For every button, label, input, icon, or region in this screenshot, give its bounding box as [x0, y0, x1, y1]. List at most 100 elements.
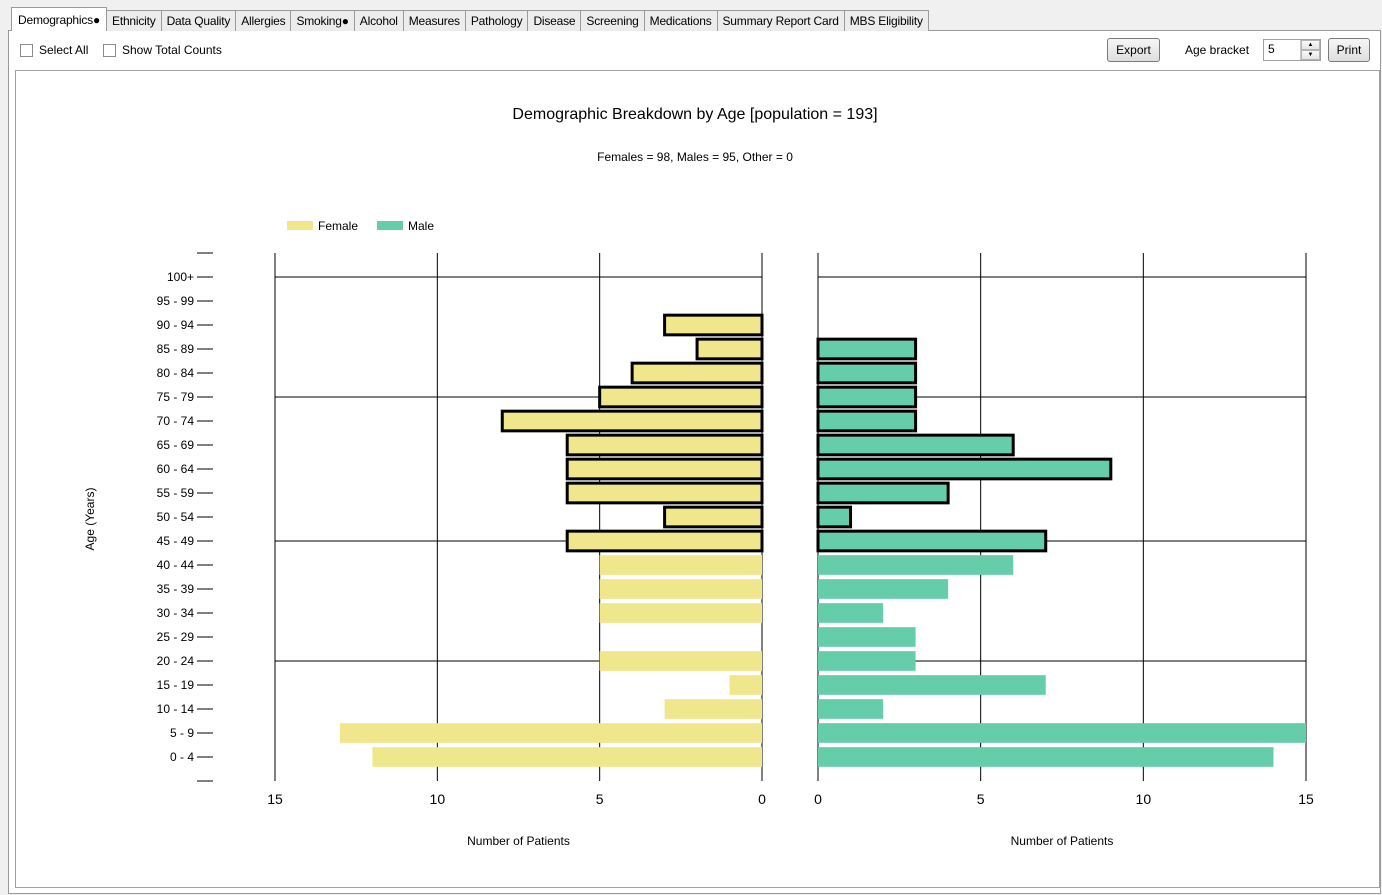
x-tick-label-right: 15 — [1298, 791, 1314, 807]
bar-male — [818, 699, 884, 719]
tab-medications[interactable]: Medications — [643, 10, 718, 31]
bar-female — [599, 555, 762, 575]
bar-male — [816, 433, 1015, 457]
y-tick-label: 0 - 4 — [170, 750, 194, 764]
bar-female — [500, 409, 764, 433]
bar-male — [816, 529, 1048, 553]
legend-swatch-female — [287, 221, 313, 230]
bar-male — [818, 555, 1014, 575]
y-tick-label: 70 - 74 — [157, 414, 195, 428]
chart-title: Demographic Breakdown by Age [population… — [512, 106, 877, 123]
tab-strip: Demographics● Ethnicity Data Quality Allerg… — [11, 7, 929, 31]
y-tick-label: 20 - 24 — [157, 654, 195, 668]
legend-swatch-male — [377, 221, 403, 230]
bar-female — [565, 481, 764, 505]
y-tick-label: 95 - 99 — [157, 294, 195, 308]
y-tick-label: 65 - 69 — [157, 438, 195, 452]
checkbox-box[interactable] — [20, 43, 33, 57]
x-tick-label-right: 0 — [814, 791, 822, 807]
tab-disease[interactable]: Disease — [527, 10, 582, 31]
tab-pathology[interactable]: Pathology — [464, 10, 529, 31]
show-total-counts-checkbox[interactable]: Show Total Counts — [103, 43, 222, 57]
bar-female — [599, 579, 762, 599]
x-tick-label-left: 15 — [267, 791, 283, 807]
tab-summary-report-card[interactable]: Summary Report Card — [716, 10, 845, 31]
bar-male — [818, 651, 916, 671]
tab-allergies[interactable]: Allergies — [235, 10, 292, 31]
chart-subtitle: Females = 98, Males = 95, Other = 0 — [597, 150, 793, 164]
y-axis-title: Age (Years) — [83, 488, 97, 551]
checkbox-box[interactable] — [103, 43, 116, 57]
x-axis-title-right: Number of Patients — [1011, 834, 1114, 848]
x-tick-label-left: 0 — [758, 791, 766, 807]
x-tick-label-right: 5 — [977, 791, 985, 807]
y-tick-label: 50 - 54 — [157, 510, 195, 524]
y-tick-label: 100+ — [167, 270, 194, 284]
bar-male — [816, 385, 918, 409]
select-all-checkbox[interactable]: Select All — [20, 43, 88, 57]
y-tick-label: 5 - 9 — [170, 726, 194, 740]
y-tick-label: 60 - 64 — [157, 462, 195, 476]
x-axis-title-left: Number of Patients — [467, 834, 570, 848]
bar-male — [818, 603, 884, 623]
tab-ethnicity[interactable]: Ethnicity — [106, 10, 162, 31]
tab-alcohol[interactable]: Alcohol — [353, 10, 404, 31]
tab-measures[interactable]: Measures — [402, 10, 466, 31]
bar-female — [599, 651, 762, 671]
y-tick-label: 35 - 39 — [157, 582, 195, 596]
bar-male — [818, 723, 1306, 743]
bar-female — [599, 603, 762, 623]
bar-female — [372, 747, 762, 767]
tab-data-quality[interactable]: Data Quality — [160, 10, 237, 31]
tab-demographics[interactable]: Demographics● — [11, 7, 108, 31]
y-tick-label: 90 - 94 — [157, 318, 195, 332]
bar-female — [630, 361, 764, 385]
age-bracket-spinner[interactable]: ▲ ▼ — [1300, 40, 1320, 60]
chart-frame: Demographic Breakdown by Age [population… — [15, 70, 1380, 888]
bar-female — [565, 433, 764, 457]
bar-female — [565, 529, 764, 553]
y-tick-label: 40 - 44 — [157, 558, 195, 572]
bar-male — [816, 337, 918, 361]
bar-female — [664, 699, 762, 719]
bar-male — [818, 627, 916, 647]
bar-female — [729, 675, 762, 695]
y-tick-label: 85 - 89 — [157, 342, 195, 356]
tab-screening[interactable]: Screening — [580, 10, 645, 31]
y-tick-label: 15 - 19 — [157, 678, 195, 692]
legend-label-female: Female — [318, 219, 358, 233]
bar-female — [695, 337, 764, 361]
print-button[interactable]: Print — [1328, 38, 1370, 62]
select-all-label: Select All — [39, 43, 89, 57]
show-total-counts-label: Show Total Counts — [122, 43, 222, 57]
bar-male — [818, 579, 949, 599]
y-tick-label: 45 - 49 — [157, 534, 195, 548]
bar-male — [816, 481, 950, 505]
y-tick-label: 30 - 34 — [157, 606, 195, 620]
spinner-up-icon[interactable]: ▲ — [1301, 40, 1320, 50]
export-button[interactable]: Export — [1107, 38, 1160, 62]
demographics-chart: Demographic Breakdown by Age [population… — [83, 106, 1314, 848]
y-tick-label: 25 - 29 — [157, 630, 195, 644]
bar-male — [816, 505, 853, 529]
bar-female — [339, 723, 762, 743]
tab-mbs-eligibility[interactable]: MBS Eligibility — [843, 10, 929, 31]
bar-female — [663, 313, 764, 337]
bar-male — [816, 409, 918, 433]
bar-male — [818, 747, 1274, 767]
y-tick-label: 75 - 79 — [157, 390, 195, 404]
y-tick-label: 55 - 59 — [157, 486, 195, 500]
bar-female — [598, 385, 764, 409]
bar-male — [818, 675, 1046, 695]
bar-female — [565, 457, 764, 481]
spinner-down-icon[interactable]: ▼ — [1301, 50, 1320, 60]
bar-male — [816, 361, 918, 385]
y-tick-label: 80 - 84 — [157, 366, 195, 380]
bar-female — [663, 505, 764, 529]
y-tick-label: 10 - 14 — [157, 702, 195, 716]
x-tick-label-left: 10 — [430, 791, 446, 807]
tab-smoking[interactable]: Smoking● — [290, 10, 355, 31]
bar-male — [816, 457, 1113, 481]
legend-label-male: Male — [408, 219, 434, 233]
